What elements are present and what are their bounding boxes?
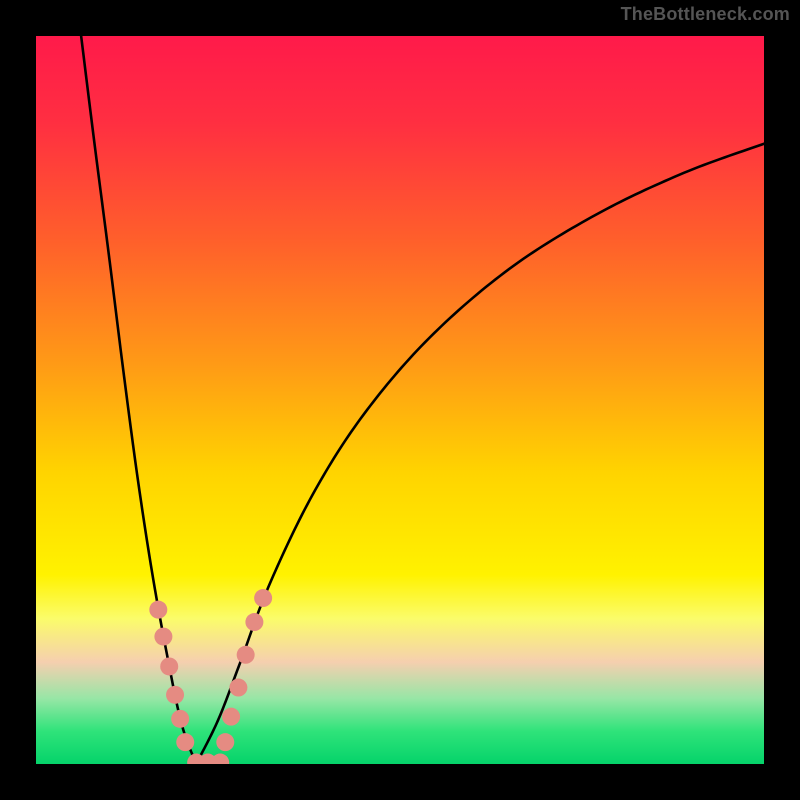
plot-area (36, 36, 764, 764)
marker-dot (160, 657, 178, 675)
chart-svg (36, 36, 764, 764)
marker-dot (254, 589, 272, 607)
marker-dot (154, 628, 172, 646)
chart-frame: TheBottleneck.com (0, 0, 800, 800)
marker-dot (229, 679, 247, 697)
marker-dot (171, 710, 189, 728)
marker-dot (245, 613, 263, 631)
plot-background (36, 36, 764, 764)
marker-dot (216, 733, 234, 751)
marker-dot (149, 601, 167, 619)
marker-dot (176, 733, 194, 751)
attribution-text: TheBottleneck.com (621, 4, 790, 25)
marker-dot (222, 708, 240, 726)
marker-dot (166, 686, 184, 704)
marker-dot (237, 646, 255, 664)
